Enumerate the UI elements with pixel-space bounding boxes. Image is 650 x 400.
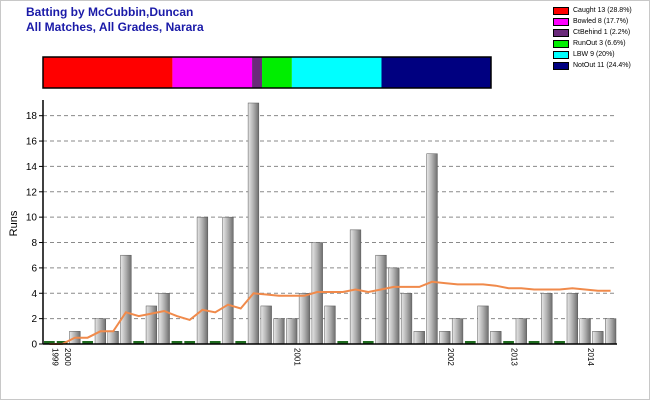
y-tick-label: 14 [26, 162, 38, 173]
zero-score-bar [337, 341, 349, 344]
average-line [49, 280, 611, 345]
x-tick-label: 2000 [63, 348, 72, 366]
innings-bar [515, 318, 527, 345]
zero-score-bar [184, 341, 196, 344]
y-tick-label: 4 [31, 289, 37, 300]
chart-subtitle: All Matches, All Grades, Narara [26, 20, 204, 34]
dismissal-segment-ctbehind [252, 57, 263, 88]
innings-bar [145, 305, 158, 345]
innings-bar [426, 153, 438, 345]
zero-score-bar [235, 341, 247, 344]
zero-score-bar [464, 341, 476, 344]
y-tick-label: 8 [31, 238, 37, 249]
zero-score-bar [528, 341, 540, 344]
legend-swatch [553, 61, 569, 70]
zero-score-bar [56, 341, 68, 344]
legend-swatch [553, 17, 569, 26]
innings-bar [592, 331, 604, 345]
innings-bar [158, 293, 170, 345]
y-tick-label: 2 [31, 314, 37, 325]
innings-bar [222, 216, 234, 345]
x-tick-label: 1999 [50, 348, 59, 366]
x-ticks: 1999 2000 2001 2002 2013 2014 [50, 348, 595, 366]
dismissal-bar-outline [42, 56, 492, 89]
legend-item: Bowled 8 (17.7%) [553, 16, 632, 27]
innings-bar [349, 229, 362, 345]
y-tick-label: 18 [26, 111, 38, 122]
innings-bar [566, 293, 578, 345]
innings-bar [439, 331, 451, 345]
legend-item: Caught 13 (28.8%) [553, 5, 632, 16]
legend-label: Bowled 8 (17.7%) [573, 18, 629, 25]
chart-title: Batting by McCubbin,Duncan [26, 5, 194, 19]
y-tick-label: 6 [31, 263, 37, 274]
dismissal-segment-lbw [291, 57, 382, 88]
zero-score-bar [44, 341, 55, 344]
zero-score-bar [503, 341, 514, 344]
innings-bar [451, 318, 464, 345]
innings-bar [286, 318, 298, 345]
legend-swatch [553, 50, 569, 59]
bars [44, 102, 617, 345]
running-average-line [49, 280, 611, 345]
dismissal-segment-notout [381, 57, 491, 88]
innings-bar [273, 318, 285, 345]
y-tick-label: 12 [26, 187, 38, 198]
innings-bar [375, 254, 387, 345]
legend: Caught 13 (28.8%) Bowled 8 (17.7%) CtBehin… [553, 5, 632, 71]
innings-bar [120, 254, 132, 345]
zero-score-bar [82, 341, 94, 344]
zero-score-bar [209, 341, 221, 344]
innings-bar [298, 293, 311, 345]
dismissal-segment-runout [262, 57, 292, 88]
legend-swatch [553, 6, 569, 15]
legend-item: LBW 9 (20%) [553, 49, 632, 60]
x-tick-label: 2014 [586, 348, 595, 366]
legend-label: LBW 9 (20%) [573, 51, 615, 58]
innings-bar [196, 216, 209, 345]
legend-label: NotOut 11 (24.4%) [573, 62, 631, 69]
dismissal-segment-caught [43, 57, 173, 88]
zero-score-bar [171, 341, 183, 344]
y-tick-label: 16 [26, 137, 38, 148]
legend-swatch [553, 28, 569, 37]
legend-item: CtBehind 1 (2.2%) [553, 27, 632, 38]
legend-label: RunOut 3 (6.6%) [573, 40, 626, 47]
y-ticks: 0 2 4 6 8 10 12 14 16 18 [26, 111, 43, 351]
zero-score-bar [133, 341, 145, 344]
dismissal-bar [42, 56, 492, 89]
innings-bar [247, 102, 260, 345]
innings-bar [400, 293, 413, 345]
zero-score-bar [362, 341, 374, 344]
innings-bar [260, 305, 272, 345]
innings-bar [477, 305, 489, 345]
zero-score-bar [554, 341, 565, 344]
innings-bar [541, 293, 553, 345]
y-axis-title: Runs [8, 210, 20, 236]
y-tick-label: 10 [26, 213, 38, 224]
innings-bar [324, 305, 336, 345]
x-tick-label: 2013 [510, 348, 519, 366]
x-tick-label: 2001 [293, 348, 302, 366]
dismissal-segment-bowled [172, 57, 253, 88]
legend-item: NotOut 11 (24.4%) [553, 60, 632, 71]
innings-bar [388, 267, 400, 345]
legend-item: RunOut 3 (6.6%) [553, 38, 632, 49]
legend-swatch [553, 39, 569, 48]
innings-bar [107, 331, 119, 345]
legend-label: Caught 13 (28.8%) [573, 7, 632, 14]
legend-label: CtBehind 1 (2.2%) [573, 29, 631, 36]
x-tick-label: 2002 [446, 348, 455, 366]
innings-bar [579, 318, 591, 345]
innings-bar [413, 331, 425, 345]
innings-bar [605, 318, 617, 345]
innings-bar [490, 331, 502, 345]
y-tick-label: 0 [31, 340, 37, 351]
